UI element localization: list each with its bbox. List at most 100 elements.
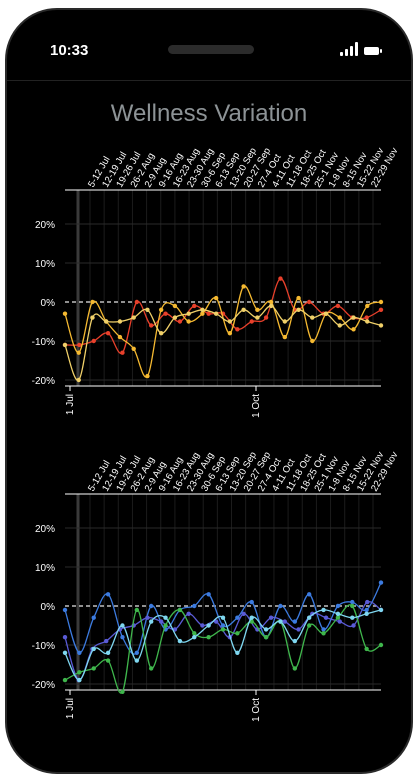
data-point — [120, 350, 125, 355]
data-point — [62, 311, 68, 316]
data-point — [91, 646, 96, 652]
page-title: Wellness Variation — [110, 100, 308, 127]
phone-frame: 10:33 Wellness Variation — [5, 8, 413, 774]
data-point — [192, 631, 197, 636]
data-point — [292, 619, 298, 624]
data-point — [268, 299, 274, 305]
data-point — [62, 677, 68, 683]
data-point — [90, 315, 95, 320]
data-point — [148, 666, 154, 671]
data-point — [249, 599, 254, 605]
dynamic-island — [168, 45, 254, 54]
data-point — [76, 377, 81, 383]
data-point — [131, 346, 136, 351]
data-point — [134, 299, 140, 305]
data-point — [77, 342, 82, 348]
data-point — [177, 319, 183, 324]
data-point — [158, 331, 164, 336]
data-point — [163, 623, 168, 628]
data-point — [323, 311, 329, 316]
data-point — [278, 276, 283, 281]
data-point — [282, 319, 288, 324]
data-point — [296, 307, 301, 312]
data-point — [148, 603, 154, 609]
data-point — [105, 658, 111, 663]
y-tick-label: 10% — [35, 563, 55, 574]
data-point — [249, 615, 254, 620]
data-point — [263, 315, 269, 320]
data-point — [90, 299, 95, 305]
status-time: 10:33 — [50, 42, 89, 59]
data-point — [186, 611, 191, 616]
data-point — [292, 638, 298, 644]
data-point — [117, 319, 123, 324]
data-point — [364, 607, 369, 613]
y-tick-label: 20% — [35, 220, 55, 231]
data-point — [364, 646, 369, 652]
data-point — [350, 615, 355, 620]
data-point — [148, 619, 154, 624]
data-point — [200, 307, 205, 312]
data-point — [177, 638, 183, 644]
data-point — [220, 627, 226, 632]
data-point — [350, 603, 355, 609]
data-point — [241, 611, 246, 616]
signal-icon — [340, 42, 358, 56]
data-point — [220, 615, 226, 620]
data-point — [335, 615, 341, 620]
data-point — [241, 307, 246, 312]
data-point — [335, 303, 341, 309]
data-point — [378, 607, 384, 613]
data-point — [255, 307, 260, 312]
data-point — [378, 307, 384, 312]
data-point — [335, 603, 341, 609]
data-point — [104, 638, 109, 644]
data-point — [77, 650, 82, 655]
data-point — [145, 307, 150, 312]
data-point — [172, 315, 178, 320]
data-point — [364, 611, 369, 616]
data-point — [105, 331, 111, 336]
data-point — [365, 599, 370, 605]
bottom-month-label: 1 Oct — [251, 394, 262, 418]
data-point — [145, 615, 150, 620]
data-point — [62, 607, 68, 613]
data-point — [172, 303, 178, 309]
y-tick-label: 20% — [35, 524, 55, 535]
data-point — [351, 327, 356, 332]
data-point — [227, 319, 233, 324]
data-point — [186, 319, 191, 324]
y-tick-label: -10% — [32, 337, 55, 348]
data-point — [186, 311, 191, 316]
data-point — [378, 323, 384, 328]
data-point — [213, 619, 219, 624]
data-point — [120, 635, 125, 640]
data-point — [310, 315, 315, 320]
data-point — [365, 303, 370, 309]
data-point — [91, 666, 96, 671]
data-point — [192, 603, 197, 609]
data-point — [296, 627, 301, 632]
y-tick-label: -10% — [32, 641, 55, 652]
y-tick-label: 10% — [35, 259, 55, 270]
y-tick-label: -20% — [32, 680, 55, 691]
data-point — [192, 303, 197, 309]
data-point — [378, 580, 384, 585]
data-point — [206, 623, 211, 628]
data-point — [62, 635, 68, 640]
data-point — [306, 615, 312, 620]
data-point — [378, 642, 384, 648]
data-point — [321, 627, 326, 632]
data-point — [192, 635, 197, 640]
data-point — [117, 334, 123, 340]
data-point — [145, 373, 150, 379]
data-point — [282, 619, 288, 624]
data-point — [365, 319, 370, 324]
data-point — [158, 307, 164, 312]
data-point — [134, 607, 140, 613]
data-point — [378, 299, 384, 305]
data-point — [241, 284, 246, 289]
y-tick-label: 0% — [41, 602, 56, 613]
data-point — [268, 303, 274, 309]
data-point — [163, 615, 168, 620]
